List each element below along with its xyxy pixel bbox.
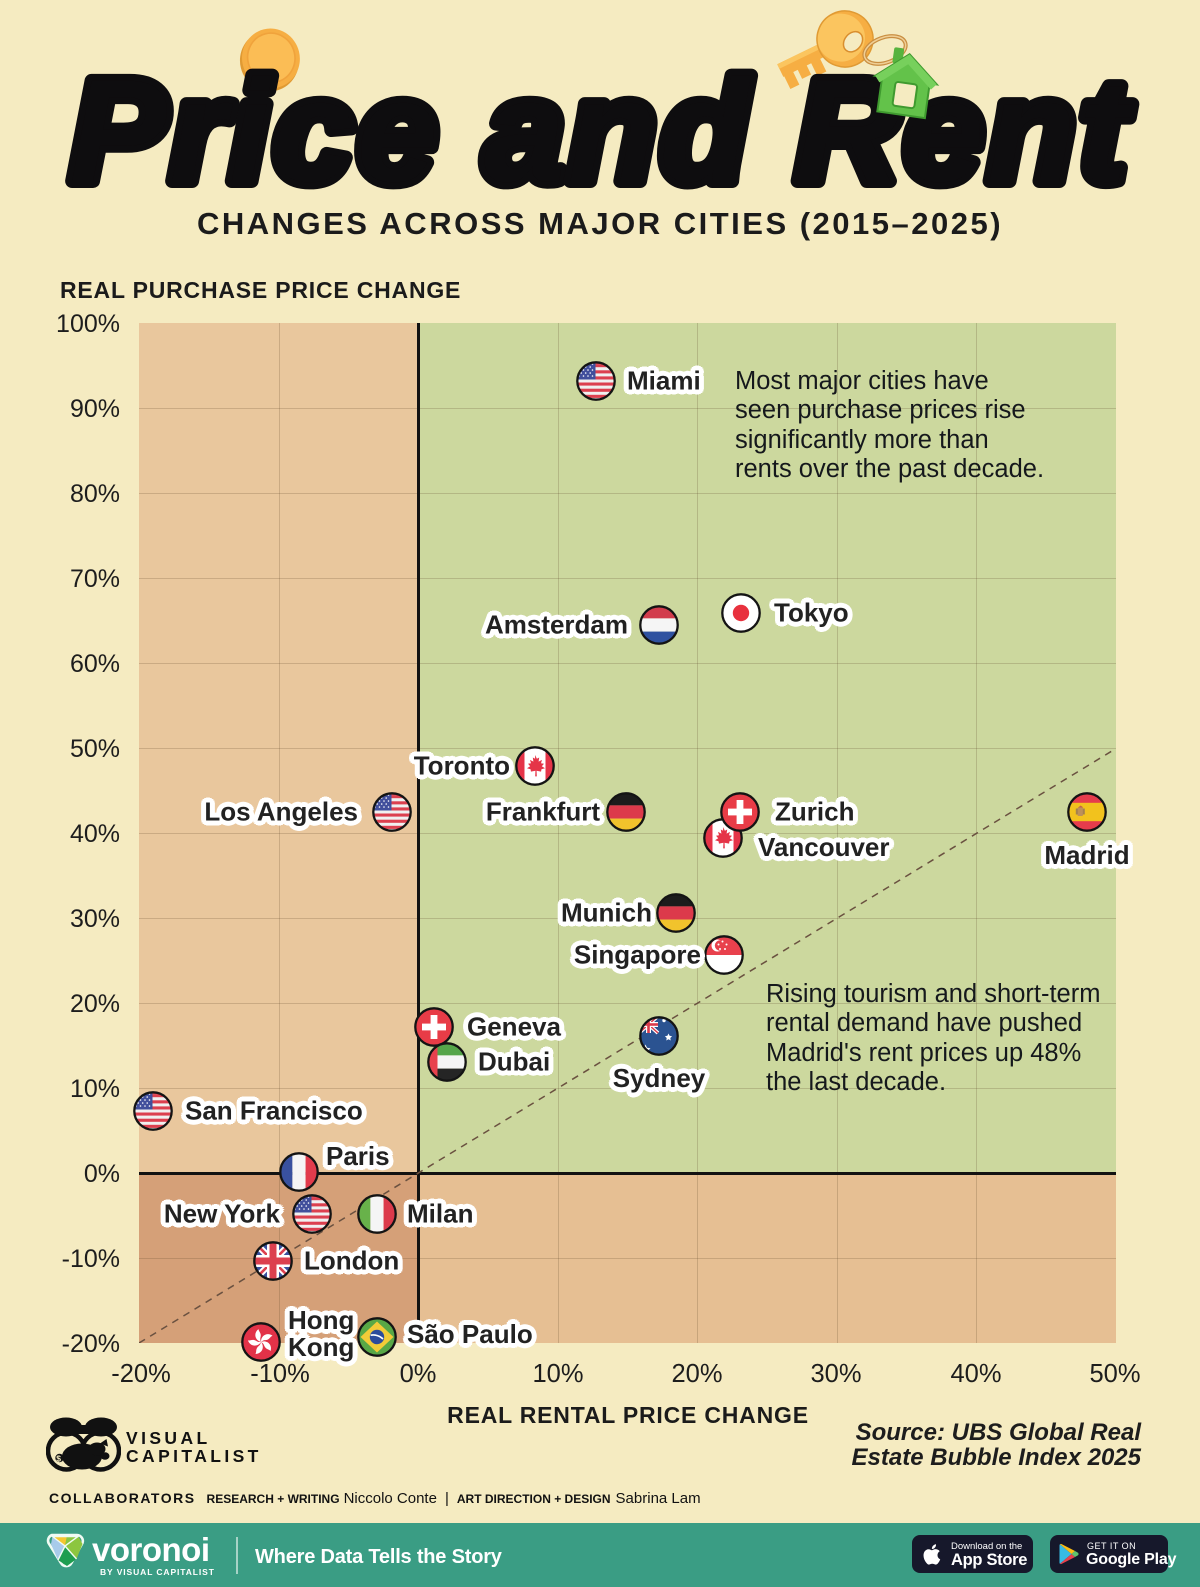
svg-text:Price and Rent: Price and Rent xyxy=(70,49,1133,212)
svg-text:$: $ xyxy=(56,1454,61,1464)
